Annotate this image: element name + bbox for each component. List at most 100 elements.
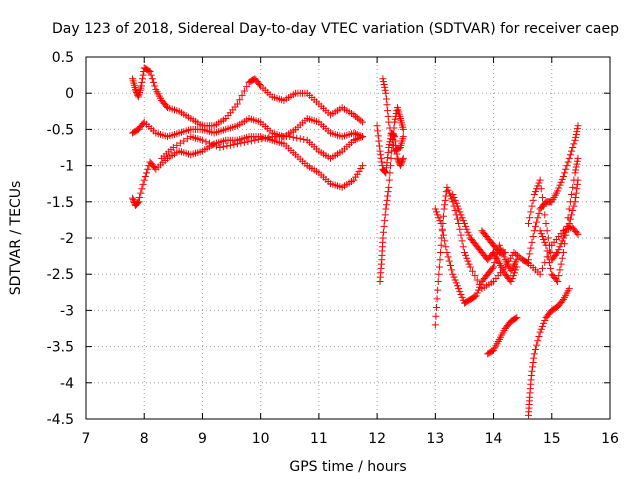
y-tick-label: -4 xyxy=(60,376,74,392)
data-point-marker xyxy=(573,229,581,237)
series-track-j xyxy=(449,191,521,285)
data-point-marker xyxy=(544,234,552,242)
data-point-marker xyxy=(442,243,450,251)
data-point-marker xyxy=(459,243,467,251)
data-point-marker xyxy=(357,164,365,172)
data-point-marker xyxy=(569,144,577,151)
data-point-marker xyxy=(566,151,574,159)
data-point-marker xyxy=(138,185,146,193)
data-point-marker xyxy=(432,304,440,312)
data-point-marker xyxy=(530,354,538,362)
data-point-marker xyxy=(463,225,471,233)
series-track-f xyxy=(376,104,407,285)
data-point-marker xyxy=(530,350,538,358)
data-point-marker xyxy=(137,82,145,90)
data-point-marker xyxy=(538,193,546,201)
data-point-marker xyxy=(439,212,447,220)
data-point-marker xyxy=(381,211,389,219)
data-point-marker xyxy=(501,248,509,256)
data-point-marker xyxy=(572,133,580,141)
data-point-marker xyxy=(352,136,360,144)
data-point-marker xyxy=(387,162,395,170)
data-point-marker xyxy=(526,214,534,222)
data-point-marker xyxy=(557,260,565,268)
data-point-marker xyxy=(540,319,548,327)
data-point-marker xyxy=(536,328,544,336)
data-point-marker xyxy=(488,264,496,272)
data-point-marker xyxy=(353,170,361,178)
data-point-marker xyxy=(437,220,445,228)
data-point-marker xyxy=(458,237,466,245)
grid xyxy=(86,57,610,419)
data-point-marker xyxy=(509,272,517,280)
data-point-marker xyxy=(508,275,516,283)
data-point-marker xyxy=(531,222,539,230)
data-point-marker xyxy=(435,214,443,222)
plot-frame xyxy=(85,56,611,420)
data-point-marker xyxy=(389,141,397,149)
data-point-marker xyxy=(564,214,572,222)
data-point-marker xyxy=(353,114,361,122)
data-point-marker xyxy=(541,211,549,219)
data-point-marker xyxy=(381,168,389,176)
data-point-marker xyxy=(382,205,390,213)
data-point-marker xyxy=(455,285,463,293)
data-point-marker xyxy=(569,206,577,214)
data-point-marker xyxy=(568,211,576,219)
data-point-marker xyxy=(453,282,461,290)
data-point-marker xyxy=(458,214,466,222)
data-point-marker xyxy=(533,341,541,349)
data-point-marker xyxy=(477,280,485,288)
y-tick-label: -1.5 xyxy=(47,195,74,211)
data-point-marker xyxy=(573,128,581,136)
data-point-marker xyxy=(141,172,149,180)
data-point-marker xyxy=(513,256,521,264)
data-point-marker xyxy=(240,138,248,146)
series-track-k xyxy=(484,314,521,358)
data-point-marker xyxy=(464,228,472,236)
data-point-marker xyxy=(198,136,206,144)
data-point-marker xyxy=(558,254,566,262)
data-point-marker xyxy=(565,285,573,293)
data-point-marker xyxy=(261,134,269,142)
data-point-marker xyxy=(355,115,363,123)
data-point-marker xyxy=(554,277,562,285)
data-point-marker xyxy=(451,206,459,214)
data-point-marker xyxy=(357,133,365,141)
data-point-marker xyxy=(533,218,541,226)
data-point-marker xyxy=(296,135,304,143)
data-point-marker xyxy=(451,276,459,284)
data-point-marker xyxy=(562,231,570,239)
y-tick-label: 0 xyxy=(65,86,74,102)
data-point-marker xyxy=(254,136,262,144)
data-point-marker xyxy=(571,169,579,177)
data-point-marker xyxy=(395,144,403,152)
data-point-marker xyxy=(564,158,572,166)
data-point-marker xyxy=(574,122,582,130)
data-point-marker xyxy=(557,178,565,186)
data-point-marker xyxy=(383,101,391,109)
x-axis-label: GPS time / hours xyxy=(289,459,406,475)
data-point-marker xyxy=(558,175,566,183)
data-point-marker xyxy=(460,220,468,228)
data-point-marker xyxy=(377,154,385,162)
data-point-marker xyxy=(256,81,264,89)
data-point-marker xyxy=(513,251,521,259)
data-point-marker xyxy=(380,81,388,89)
data-point-marker xyxy=(137,189,145,197)
data-point-marker xyxy=(350,129,358,137)
data-point-marker xyxy=(399,125,407,133)
data-point-marker xyxy=(286,133,294,141)
data-point-marker xyxy=(529,363,537,371)
data-point-marker xyxy=(570,202,578,210)
data-point-marker xyxy=(570,140,578,148)
data-point-marker xyxy=(572,189,580,197)
data-point-marker xyxy=(387,154,395,162)
data-point-marker xyxy=(398,159,406,167)
data-point-marker xyxy=(223,142,231,150)
data-point-marker xyxy=(386,124,394,132)
data-point-marker xyxy=(380,222,388,230)
data-point-marker xyxy=(524,220,532,228)
data-point-marker xyxy=(240,87,248,95)
data-point-marker xyxy=(383,196,391,204)
